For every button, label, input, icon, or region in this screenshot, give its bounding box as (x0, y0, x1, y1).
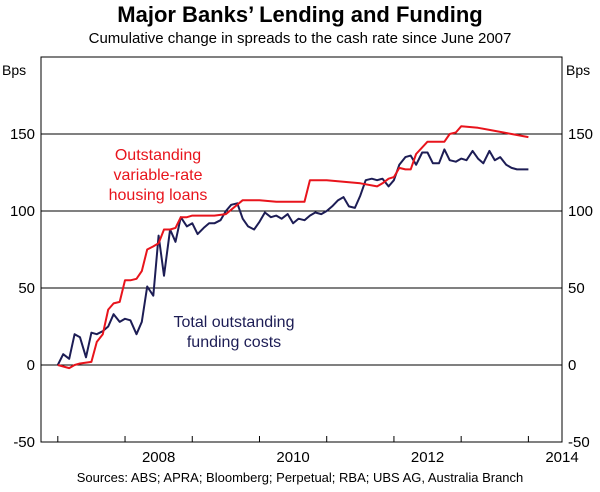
y-tick-label-right: 100 (568, 203, 593, 220)
series-label-funding-costs: Total outstanding (174, 314, 295, 331)
x-tick-label: 2014 (545, 449, 578, 466)
series-label-housing-loans: variable-rate (114, 167, 203, 184)
chart-subtitle: Cumulative change in spreads to the cash… (88, 30, 512, 47)
series-line-funding-costs (56, 148, 529, 366)
series-line-housing-loans (57, 125, 529, 370)
y-tick-label-left: 100 (10, 203, 35, 220)
y-tick-label-right: -50 (568, 434, 590, 451)
y-tick-label-left: 50 (18, 280, 35, 297)
y-tick-label-right: 50 (568, 280, 585, 297)
y-tick-label-left: 0 (27, 357, 35, 374)
source-note: Sources: ABS; APRA; Bloomberg; Perpetual… (76, 470, 524, 485)
y-axis-label-left: Bps (2, 62, 26, 78)
series-label-housing-loans: housing loans (109, 187, 208, 204)
y-axis-label-right: Bps (566, 62, 590, 78)
x-tick-label: 2008 (142, 449, 175, 466)
x-tick-label: 2012 (411, 449, 444, 466)
x-tick-labels: 2008 2010 2012 2014 (142, 449, 579, 466)
x-tick-label: 2010 (276, 449, 309, 466)
series-labels: Outstanding variable-rate housing loans Tot… (109, 147, 295, 351)
plot-frame (40, 56, 563, 443)
y-tick-label-left: -50 (13, 434, 35, 451)
y-tick-labels: -50 -50 0 0 50 50 100 100 150 150 (10, 126, 593, 451)
y-tick-label-right: 0 (568, 357, 576, 374)
y-tick-label-left: 150 (10, 126, 35, 143)
y-tick-label-right: 150 (568, 126, 593, 143)
series-label-housing-loans: Outstanding (115, 147, 201, 164)
x-ticks (57, 436, 529, 442)
series-lines (56, 125, 529, 370)
series-label-funding-costs: funding costs (187, 334, 281, 351)
chart-title: Major Banks’ Lending and Funding (117, 2, 483, 27)
